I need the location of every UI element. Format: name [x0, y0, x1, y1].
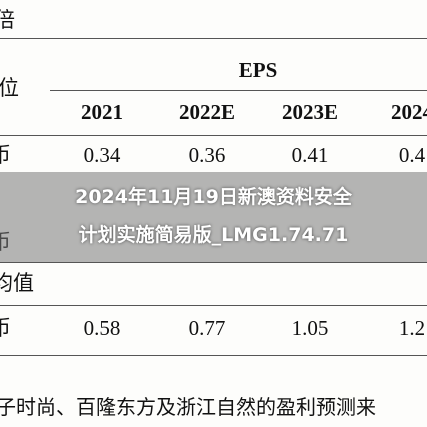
cell: 2022E: [178, 100, 236, 124]
top-label: 倍: [0, 8, 15, 32]
rule: [0, 305, 427, 306]
overlay: 2024年11月19日新澳资料安全 计划实施简易版_LMG1.74.71: [0, 172, 427, 262]
rule: [0, 355, 427, 356]
overlay-title: 计划实施简易版_LMG1.74.71: [78, 224, 349, 246]
rule: [0, 262, 427, 263]
rule: [50, 90, 427, 91]
row-label: 币: [0, 316, 11, 340]
row-label: 币: [0, 143, 11, 167]
cell: 0.34: [83, 143, 121, 167]
rule: [0, 135, 427, 136]
unit-label: 位: [0, 76, 19, 100]
cell: 2024: [391, 100, 427, 124]
cell: 2021: [81, 100, 123, 124]
rule: [0, 38, 427, 39]
section-label: 均值: [0, 271, 34, 295]
cell: 1.05: [291, 316, 329, 340]
cell: 1.2: [398, 316, 426, 340]
overlay-title: 2024年11月19日新澳资料安全: [75, 186, 352, 208]
cell: 0.77: [188, 316, 226, 340]
cell: 0.41: [291, 143, 329, 167]
cell: 0.36: [188, 143, 226, 167]
cell: 2023E: [281, 100, 339, 124]
cell: 0.58: [83, 316, 121, 340]
cell: 0.4: [398, 143, 426, 167]
footnote: 子时尚、百隆东方及浙江自然的盈利预测来: [0, 397, 376, 419]
group-header: EPS: [238, 58, 278, 82]
